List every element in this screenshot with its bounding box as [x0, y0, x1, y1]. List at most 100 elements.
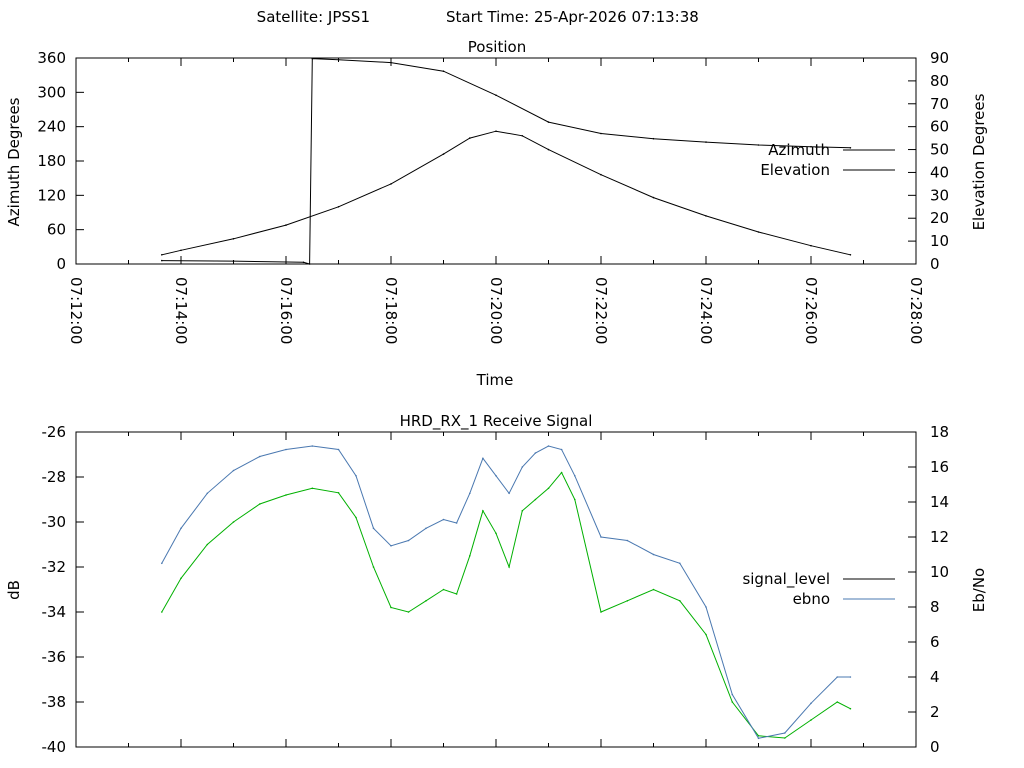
signal-series-ebno-point — [705, 606, 707, 608]
signal-series-signal_level-point — [337, 492, 340, 494]
signal-series-signal_level-point — [600, 611, 602, 613]
signal-series-signal_level-point — [455, 593, 458, 595]
signal-series-ebno-point — [810, 702, 812, 705]
position-series-azimuth-point — [337, 58, 340, 61]
position-x-tick-label: 07:20:00 — [487, 277, 505, 344]
signal-series-signal_level-point — [521, 510, 524, 512]
signal-y2-tick-label: 6 — [930, 633, 940, 651]
position-series-elevation-point — [390, 183, 392, 185]
signal-series-signal_level-point — [285, 494, 287, 496]
signal-chart-title: HRD_RX_1 Receive Signal — [400, 412, 593, 431]
position-y-tick-label: 60 — [47, 221, 66, 239]
position-series-azimuth-point — [161, 259, 163, 262]
position-y2-tick-label: 30 — [930, 186, 949, 204]
signal-series-ebno-point — [731, 693, 734, 696]
position-y2-tick-label: 0 — [930, 255, 940, 273]
signal-series-ebno-point — [784, 732, 786, 734]
position-series-azimuth-point — [810, 145, 812, 148]
signal-series-ebno-point — [482, 457, 484, 460]
position-series-azimuth-point — [652, 137, 655, 140]
signal-series-ebno-point — [455, 522, 458, 524]
signal-series-ebno-point — [407, 539, 410, 542]
position-chart-title: Position — [468, 38, 526, 56]
signal-series-ebno-point — [442, 518, 445, 521]
signal-series-ebno-point — [425, 527, 427, 530]
position-series-azimuth-point — [600, 132, 602, 135]
signal-series-ebno-point — [534, 452, 537, 454]
position-series-elevation-point — [547, 148, 550, 151]
position-legend: Azimuth Elevation — [760, 141, 895, 179]
signal-series-signal_level-point — [206, 543, 209, 546]
signal-y2-tick-label: 14 — [930, 493, 949, 511]
signal-grid-ticks — [75, 431, 917, 748]
position-series-azimuth-point — [705, 141, 707, 143]
signal-series-ebno-point — [495, 475, 497, 477]
position-series-elevation-point — [442, 153, 445, 155]
signal-series-signal_level-point — [836, 701, 839, 703]
signal-y-tick-label: -26 — [42, 423, 67, 441]
signal-series-ebno-line — [161, 445, 851, 739]
signal-y-axis-label: dB — [5, 580, 23, 600]
position-series — [161, 57, 852, 265]
signal-series-signal_level-point — [161, 611, 163, 613]
position-series-elevation-point — [652, 196, 655, 199]
signal-y2-tick-label: 12 — [930, 528, 949, 546]
signal-y-tick-label: -30 — [42, 513, 67, 531]
position-y-axis-label: Azimuth Degrees — [5, 97, 23, 226]
signal-series-signal_level-point — [547, 487, 550, 490]
position-chart: Position 0 60 120 180 240 300 360 0 10 20 30 40 50 6… — [5, 38, 988, 389]
signal-series-ebno-point — [836, 676, 839, 678]
position-series-azimuth-point — [757, 144, 760, 146]
signal-series-ebno-point — [652, 553, 655, 556]
position-series-azimuth-point — [232, 260, 235, 262]
signal-y2-ticklabels: 0 2 4 6 8 10 12 14 16 18 — [930, 423, 949, 756]
signal-series-ebno-point — [560, 448, 563, 451]
position-legend-label-elevation: Elevation — [760, 161, 830, 179]
position-y2-tick-label: 50 — [930, 141, 949, 159]
signal-series-signal_level-point — [705, 633, 707, 636]
position-x-tick-label: 07:28:00 — [907, 277, 925, 344]
signal-y-tick-label: -28 — [42, 468, 67, 486]
signal-series-signal_level-point — [372, 566, 375, 568]
position-x-tick-label: 07:16:00 — [277, 277, 295, 344]
position-x-ticklabels: 07:12:00 07:14:00 07:16:00 07:18:00 07:20:00… — [67, 277, 925, 344]
signal-series-signal_level-point — [232, 521, 235, 523]
position-y-tick-label: 120 — [37, 186, 66, 204]
signal-series-signal_level-point — [259, 503, 261, 505]
signal-y-tick-label: -36 — [42, 648, 67, 666]
position-series-elevation-point — [285, 224, 287, 226]
signal-series-ebno-point — [508, 492, 510, 495]
position-y2-tick-label: 80 — [930, 72, 949, 90]
position-grid-ticks — [75, 57, 917, 265]
position-x-axis-label: Time — [476, 371, 514, 389]
position-y2-ticklabels: 0 10 20 30 40 50 60 70 80 90 — [930, 49, 949, 273]
signal-series-signal_level-point — [652, 588, 655, 591]
signal-series-signal_level-line — [161, 471, 851, 739]
signal-series-signal_level-point — [495, 532, 497, 535]
signal-y2-tick-label: 8 — [930, 598, 940, 616]
position-series-elevation-point — [810, 244, 812, 247]
position-series-elevation-point — [469, 137, 471, 139]
position-y-tick-label: 240 — [37, 118, 66, 136]
signal-series-ebno-point — [600, 536, 602, 538]
position-y-tick-label: 360 — [37, 49, 66, 67]
signal-y-tick-label: -34 — [42, 603, 67, 621]
signal-series-ebno-point — [574, 475, 576, 477]
position-y-tick-label: 0 — [56, 255, 66, 273]
position-series-elevation-point — [600, 173, 602, 176]
position-x-tick-label: 07:14:00 — [172, 277, 190, 344]
position-x-tick-label: 07:26:00 — [802, 277, 820, 344]
position-series-elevation-point — [337, 206, 340, 208]
signal-y-tick-label: -40 — [42, 738, 67, 756]
signal-series-ebno-point — [285, 448, 287, 451]
position-series-azimuth-point — [302, 261, 305, 264]
signal-series-signal_level-point — [407, 611, 410, 613]
position-y-tick-label: 180 — [37, 152, 66, 170]
signal-series-signal_level-point — [731, 701, 734, 703]
position-series-elevation-point — [757, 231, 760, 233]
signal-legend-label-ebno: ebno — [793, 590, 830, 608]
signal-series-ebno-point — [757, 737, 760, 740]
signal-series-signal_level-point — [757, 735, 760, 737]
